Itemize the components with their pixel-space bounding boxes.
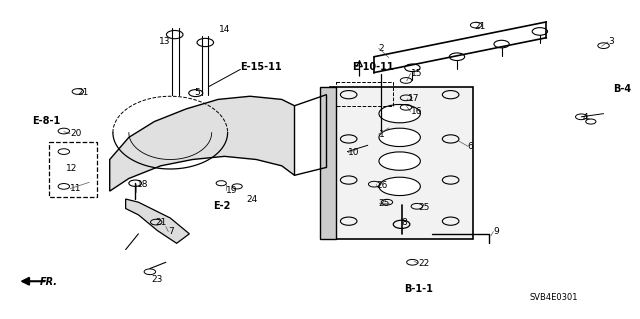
Text: 19: 19 [226, 186, 237, 195]
Text: 10: 10 [348, 148, 360, 157]
Text: 23: 23 [151, 275, 163, 284]
Text: 4: 4 [582, 113, 588, 122]
Text: 11: 11 [70, 184, 82, 193]
Text: 24: 24 [246, 196, 258, 204]
Bar [336, 82, 394, 106]
Text: B-1-1: B-1-1 [404, 284, 433, 293]
Text: E-2: E-2 [213, 201, 230, 211]
Text: 5: 5 [194, 88, 200, 97]
Text: 13: 13 [159, 37, 171, 46]
Text: 12: 12 [67, 164, 78, 173]
Text: 21: 21 [474, 22, 486, 31]
Text: 9: 9 [493, 227, 499, 236]
Text: 21: 21 [156, 218, 167, 226]
Polygon shape [320, 87, 336, 239]
Ellipse shape [379, 152, 420, 170]
Polygon shape [109, 96, 294, 191]
Text: E-10-11: E-10-11 [352, 62, 394, 72]
Ellipse shape [379, 105, 420, 123]
Text: FR.: FR. [40, 277, 58, 287]
Text: 18: 18 [136, 180, 148, 189]
Text: 20: 20 [70, 129, 81, 138]
Text: 15: 15 [410, 69, 422, 78]
Text: 22: 22 [418, 259, 429, 268]
Polygon shape [330, 87, 473, 239]
Text: SVB4E0301: SVB4E0301 [529, 293, 577, 301]
Text: 8: 8 [401, 218, 407, 226]
Text: B-4: B-4 [613, 84, 631, 94]
Text: 17: 17 [408, 94, 419, 103]
Text: 14: 14 [220, 25, 230, 34]
Ellipse shape [379, 177, 420, 196]
Text: 2: 2 [379, 44, 384, 53]
Text: 25: 25 [419, 203, 430, 212]
Text: 21: 21 [78, 88, 89, 97]
Ellipse shape [379, 128, 420, 146]
Text: 25: 25 [379, 199, 390, 208]
Text: E-15-11: E-15-11 [241, 62, 282, 72]
Text: 6: 6 [468, 142, 474, 151]
Text: 16: 16 [410, 107, 422, 116]
Text: 1: 1 [379, 130, 385, 139]
Text: 3: 3 [608, 37, 614, 46]
Text: 26: 26 [376, 181, 387, 190]
Text: E-8-1: E-8-1 [32, 116, 60, 126]
Bar [49, 142, 97, 197]
Polygon shape [125, 199, 189, 243]
Text: 7: 7 [168, 227, 174, 236]
